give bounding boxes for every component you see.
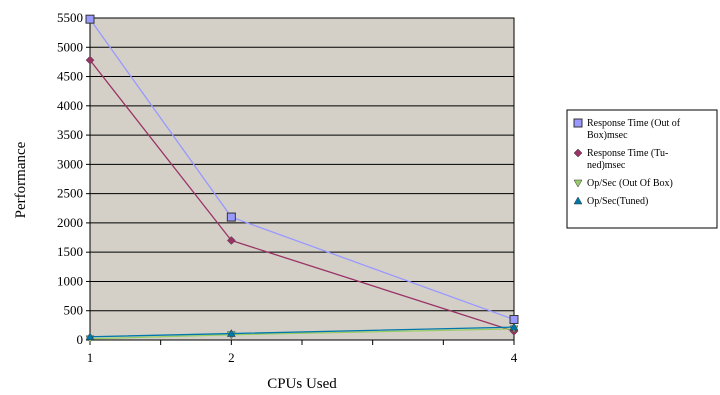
y-axis-title: Performance	[13, 141, 29, 218]
y-tick-label: 0	[77, 332, 84, 347]
legend-label-0: Response Time (Out of	[587, 118, 681, 129]
y-tick-label: 2000	[57, 215, 83, 230]
data-point-1-0	[85, 55, 95, 65]
gridlines	[90, 17, 514, 341]
data-point-1-1	[226, 236, 236, 245]
y-tick-label: 1500	[57, 244, 83, 259]
x-tick-label: 4	[511, 350, 518, 365]
data-point-3-1	[226, 329, 236, 337]
legend-box	[566, 109, 718, 229]
y-tick-label: 3000	[57, 156, 83, 171]
legend-label-0: Box)msec	[587, 130, 628, 141]
plot-area	[89, 17, 515, 341]
legend-marker-3	[573, 196, 583, 205]
legend-label-3: Op/Sec(Tuned)	[587, 196, 648, 207]
legend-label-1: Response Time (Tu-	[587, 148, 668, 159]
data-point-3-0	[85, 332, 95, 341]
data-point-0-2	[509, 315, 519, 325]
series-group	[85, 14, 519, 344]
y-tick-label: 3500	[57, 127, 83, 142]
y-tick-label: 1000	[57, 273, 83, 288]
legend-label-2: Op/Sec (Out Of Box)	[587, 178, 673, 189]
y-tick-label: 500	[64, 303, 84, 318]
x-tick-label: 2	[228, 350, 235, 365]
legend-marker-0	[573, 118, 583, 128]
y-tick-label: 5000	[57, 39, 83, 54]
y-tick-label: 4000	[57, 98, 83, 113]
y-axis: 0 500 1000 1500 2000 2500 3000 3500 4000 4500 5000…	[57, 10, 90, 347]
x-axis: 1 2 4	[87, 340, 518, 365]
legend-marker-1	[573, 148, 583, 158]
y-tick-label: 5500	[57, 10, 83, 25]
data-point-3-2	[509, 322, 519, 331]
data-point-0-1	[226, 212, 236, 222]
y-tick-label: 2500	[57, 186, 83, 201]
y-tick-label: 4500	[57, 69, 83, 84]
x-axis-title: CPUs Used	[267, 376, 337, 392]
legend-label-1: ned)msec	[587, 160, 626, 171]
legend-marker-2	[573, 179, 583, 188]
data-point-0-0	[85, 14, 95, 24]
x-tick-label: 1	[87, 350, 94, 365]
